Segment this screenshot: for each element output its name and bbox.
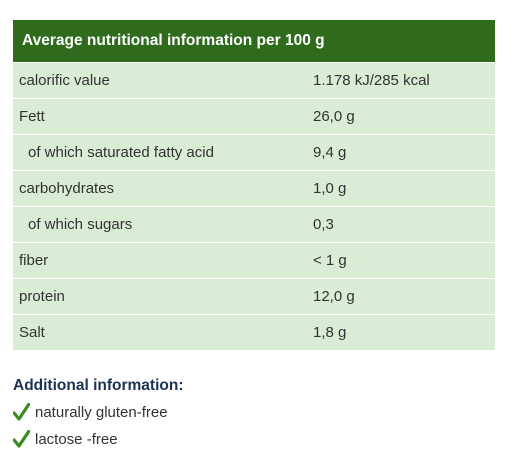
nutrient-name: fiber <box>13 242 313 279</box>
nutrient-name: protein <box>13 278 313 315</box>
nutrient-name: of which sugars <box>13 206 313 243</box>
nutrient-value: < 1 g <box>313 242 495 279</box>
table-row: carbohydrates 1,0 g <box>13 170 495 207</box>
nutrient-name: Salt <box>13 314 313 350</box>
info-item: naturally gluten-free <box>13 403 168 421</box>
nutrient-name: carbohydrates <box>13 170 313 207</box>
nutrient-value: 9,4 g <box>313 134 495 171</box>
info-text: lactose -free <box>35 430 118 448</box>
nutrient-name: of which saturated fatty acid <box>13 134 313 171</box>
table-row: of which sugars 0,3 <box>13 206 495 243</box>
nutrient-value: 1,0 g <box>313 170 495 207</box>
table-row: Fett 26,0 g <box>13 98 495 135</box>
nutrient-value: 1.178 kJ/285 kcal <box>313 62 495 99</box>
table-title: Average nutritional information per 100 … <box>13 20 495 63</box>
nutrient-value: 1,8 g <box>313 314 495 350</box>
check-icon <box>13 430 30 448</box>
nutrient-name: Fett <box>13 98 313 135</box>
info-item: lactose -free <box>13 430 118 448</box>
nutrient-value: 26,0 g <box>313 98 495 135</box>
table-row: Salt 1,8 g <box>13 314 495 350</box>
nutrient-value: 0,3 <box>313 206 495 243</box>
table-row: calorific value 1.178 kJ/285 kcal <box>13 62 495 99</box>
additional-title: Additional information: <box>13 377 184 394</box>
table-row: protein 12,0 g <box>13 278 495 315</box>
info-text: naturally gluten-free <box>35 403 168 421</box>
check-icon <box>13 403 30 421</box>
nutrient-name: calorific value <box>13 62 313 99</box>
table-row: of which saturated fatty acid 9,4 g <box>13 134 495 171</box>
nutrition-table: Average nutritional information per 100 … <box>13 20 495 350</box>
table-row: fiber < 1 g <box>13 242 495 279</box>
nutrient-value: 12,0 g <box>313 278 495 315</box>
